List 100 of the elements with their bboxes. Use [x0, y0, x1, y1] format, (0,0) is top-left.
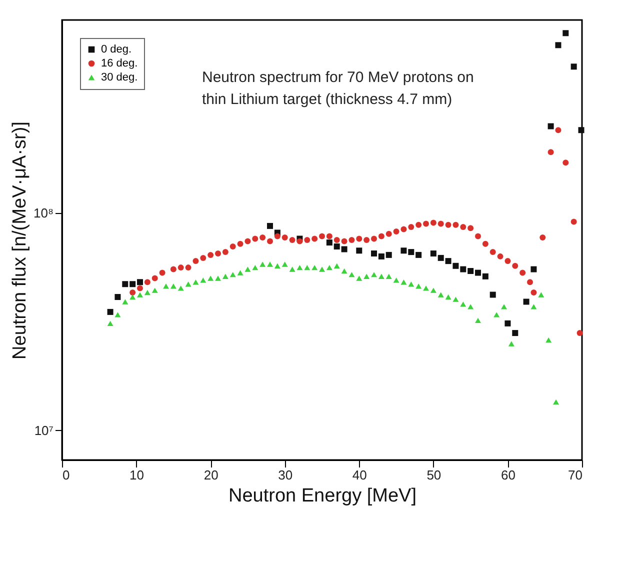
point	[501, 304, 507, 310]
point	[252, 264, 258, 270]
y-tick-label: 10⁷	[34, 422, 54, 438]
point	[152, 288, 158, 293]
point	[163, 284, 169, 289]
point	[144, 290, 150, 296]
point	[430, 288, 436, 293]
point	[475, 318, 481, 324]
point	[445, 294, 452, 300]
x-tick-label: 70	[568, 468, 582, 482]
point	[504, 320, 511, 326]
point	[508, 341, 514, 346]
point	[523, 298, 530, 305]
point	[130, 294, 136, 300]
annotation: Neutron spectrum for 70 MeV protons on thin Lithium target (thickness 4.7 mm)	[202, 69, 474, 108]
point	[416, 284, 422, 289]
point	[482, 273, 488, 280]
point	[378, 253, 384, 260]
point	[237, 270, 244, 276]
point	[122, 299, 128, 304]
point	[393, 278, 400, 283]
point	[326, 264, 332, 270]
x-tick-label: 30	[278, 468, 293, 482]
point	[312, 264, 318, 270]
point	[538, 292, 544, 298]
point	[274, 263, 280, 268]
point	[578, 127, 584, 134]
point	[356, 276, 362, 281]
point	[122, 281, 128, 288]
x-axis-title: Neutron Energy [MeV]	[228, 486, 416, 506]
point	[267, 262, 273, 267]
point	[475, 270, 481, 276]
point	[230, 272, 236, 278]
point	[114, 312, 121, 318]
point	[452, 296, 459, 302]
point	[222, 274, 228, 279]
point	[546, 337, 552, 343]
legend-label: 0 deg.	[101, 44, 132, 56]
point	[468, 304, 474, 310]
y-tick-label: 10⁸	[34, 205, 54, 220]
point	[494, 312, 500, 318]
point	[282, 262, 288, 267]
point	[319, 266, 325, 272]
point	[400, 280, 407, 285]
point	[408, 282, 414, 287]
legend-label: 16 deg.	[101, 58, 138, 70]
point	[260, 262, 266, 267]
point	[137, 279, 143, 286]
point	[371, 272, 377, 278]
x-tick-label: 60	[500, 468, 516, 482]
point	[334, 263, 340, 268]
point	[130, 281, 136, 288]
point	[408, 249, 414, 256]
x-tick-label: 0	[62, 468, 70, 482]
point	[452, 262, 459, 269]
point	[114, 294, 121, 300]
point	[530, 266, 537, 272]
point	[137, 292, 143, 298]
point	[215, 276, 221, 281]
point	[400, 248, 407, 254]
point	[460, 302, 466, 307]
point	[416, 252, 422, 258]
point	[208, 276, 214, 281]
point	[468, 268, 474, 274]
point	[170, 284, 176, 289]
point	[570, 64, 577, 70]
point	[438, 292, 444, 298]
y-axis-title: Neutron flux [n/(MeV·μA·sr)]	[10, 122, 31, 360]
x-tick-label: 50	[426, 468, 442, 482]
x-tick-label: 40	[352, 468, 367, 482]
point	[356, 248, 362, 254]
point	[371, 250, 377, 256]
point	[378, 274, 384, 279]
point	[438, 254, 444, 261]
point	[304, 264, 310, 270]
point	[386, 252, 392, 258]
legend-label: 30 deg.	[101, 72, 138, 84]
point	[562, 30, 569, 36]
point	[348, 272, 355, 278]
point	[326, 240, 332, 246]
point	[289, 266, 296, 272]
point	[386, 274, 392, 279]
point	[200, 278, 206, 283]
x-tick-label: 20	[204, 468, 218, 482]
point	[267, 222, 273, 229]
point	[430, 250, 436, 256]
point	[341, 246, 348, 252]
point	[512, 330, 518, 336]
point	[490, 292, 496, 298]
point	[192, 280, 199, 285]
point	[107, 308, 114, 315]
point	[334, 243, 340, 250]
point	[364, 274, 370, 279]
point	[178, 286, 184, 291]
point	[341, 268, 348, 274]
point	[107, 320, 114, 326]
point	[445, 258, 452, 264]
point	[423, 286, 429, 291]
point	[555, 42, 562, 48]
point	[296, 264, 303, 270]
